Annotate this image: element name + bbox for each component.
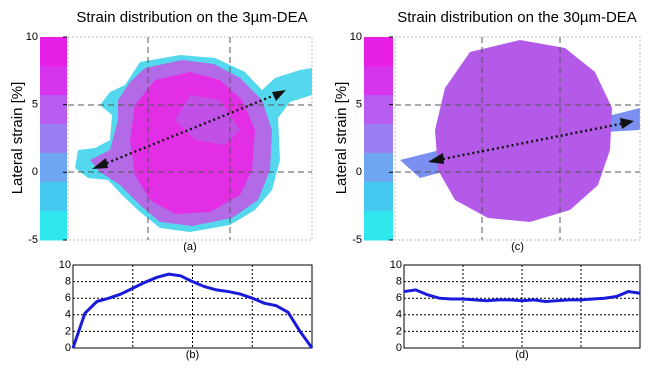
y-tick-label: 6 bbox=[396, 292, 402, 304]
colorbar-band bbox=[364, 66, 393, 96]
y-tick-label: 10 bbox=[390, 259, 402, 271]
y-tick-label: 8 bbox=[396, 276, 402, 288]
colorbar-band bbox=[364, 37, 393, 67]
y-tick-label: 5 bbox=[356, 99, 362, 111]
y-tick-label: 0 bbox=[356, 166, 362, 178]
colorbar-band bbox=[40, 211, 67, 241]
y-tick-label: -5 bbox=[352, 234, 362, 246]
y-tick-label: 2 bbox=[65, 325, 71, 337]
y-tick-label: 4 bbox=[396, 309, 402, 321]
y-tick-label: -5 bbox=[28, 234, 38, 246]
y-tick-label: 10 bbox=[350, 31, 362, 43]
y-tick-label: 0 bbox=[32, 166, 38, 178]
colorbar-band bbox=[40, 153, 67, 183]
y-tick-label: 10 bbox=[26, 31, 38, 43]
y-axis-label: Lateral strain [%] bbox=[333, 82, 350, 195]
y-tick-label: 0 bbox=[396, 342, 402, 354]
figure: Strain distribution on the 3µm-DEA Strai… bbox=[0, 0, 652, 389]
colorbar-band bbox=[364, 211, 393, 241]
colorbar-band bbox=[40, 37, 67, 67]
y-tick-label: 4 bbox=[65, 309, 71, 321]
caption: (d) bbox=[515, 349, 528, 361]
caption: (c) bbox=[511, 241, 524, 253]
colorbar-band bbox=[364, 182, 393, 212]
y-tick-label: 0 bbox=[65, 342, 71, 354]
y-tick-label: 10 bbox=[59, 259, 71, 271]
data-line bbox=[404, 290, 640, 302]
y-tick-label: 5 bbox=[32, 99, 38, 111]
y-axis-label: Lateral strain [%] bbox=[9, 82, 26, 195]
colorbar-band bbox=[364, 95, 393, 125]
colorbar-band bbox=[40, 66, 67, 96]
chart-title: Strain distribution on the 30µm-DEA bbox=[397, 9, 637, 26]
y-tick-label: 2 bbox=[396, 325, 402, 337]
strain-map-c bbox=[400, 40, 640, 222]
colorbar-band bbox=[364, 153, 393, 183]
colorbar-band bbox=[40, 124, 67, 154]
colorbar-band bbox=[40, 95, 67, 125]
chart-title: Strain distribution on the 3µm-DEA bbox=[76, 9, 307, 26]
colorbar-band bbox=[40, 182, 67, 212]
caption: (a) bbox=[183, 241, 196, 253]
strain-map-a bbox=[75, 55, 312, 232]
y-tick-label: 6 bbox=[65, 292, 71, 304]
caption: (b) bbox=[186, 349, 199, 361]
y-tick-label: 8 bbox=[65, 276, 71, 288]
colorbar-band bbox=[364, 124, 393, 154]
